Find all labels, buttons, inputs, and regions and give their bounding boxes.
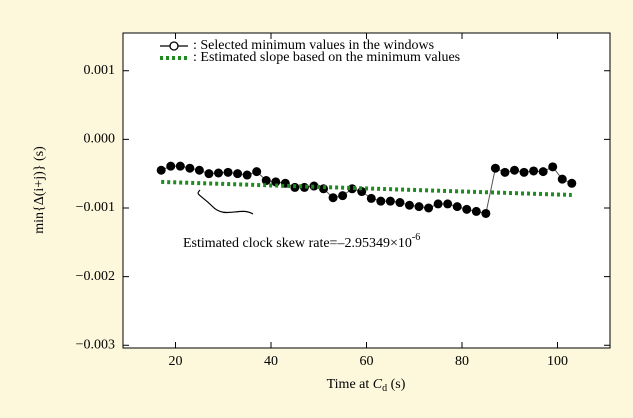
annotation: Estimated clock skew rate=–2.95349×10-6 <box>183 232 420 251</box>
data-point <box>395 198 405 208</box>
data-point <box>185 163 195 173</box>
x-label-text: Time at <box>327 377 370 392</box>
data-point <box>156 165 166 175</box>
data-point <box>204 169 214 179</box>
data-point <box>242 170 252 180</box>
annotation-pointer <box>197 189 254 215</box>
slope-line <box>161 179 572 197</box>
data-point <box>567 178 577 188</box>
data-point <box>557 174 567 184</box>
x-label-var: C <box>373 377 383 392</box>
data-point <box>443 199 453 209</box>
y-tick-label: −0.002 <box>76 269 115 284</box>
data-point <box>166 161 176 171</box>
x-label-unit: (s) <box>391 377 406 392</box>
data-point <box>233 169 243 179</box>
data-point <box>194 165 204 175</box>
data-point <box>404 200 414 210</box>
data-point <box>338 191 348 201</box>
data-point <box>223 167 233 177</box>
data-point <box>261 176 271 186</box>
data-point <box>452 202 462 212</box>
y-tick-label: −0.001 <box>76 200 115 215</box>
data-point <box>529 166 539 176</box>
data-point <box>252 167 262 177</box>
y-axis-label: min{Δ(i+j)} (s) <box>32 146 47 234</box>
data-point <box>328 193 338 203</box>
data-point <box>481 208 491 218</box>
data-point <box>376 196 386 206</box>
data-point <box>462 204 472 214</box>
legend-label: : Selected minimum values in the windows <box>193 38 434 53</box>
data-point <box>490 163 500 173</box>
y-tick-label: 0.000 <box>84 132 116 147</box>
data-point <box>366 193 376 203</box>
y-tick-label: −0.003 <box>76 337 115 352</box>
x-label-sub: d <box>382 383 387 394</box>
x-tick-label: 60 <box>360 354 374 369</box>
data-point <box>424 203 434 213</box>
data-point <box>500 167 510 177</box>
x-tick-label: 80 <box>455 354 469 369</box>
data-point <box>510 165 520 175</box>
x-tick-label: 20 <box>169 354 183 369</box>
x-tick-label: 100 <box>547 354 568 369</box>
data-point <box>471 206 481 216</box>
annotation-text: Estimated clock skew rate=–2.95349×10 <box>183 236 412 251</box>
x-tick-label: 40 <box>264 354 278 369</box>
plot-area <box>122 32 611 349</box>
x-axis-label: Time at Cd (s) <box>327 377 406 396</box>
data-point <box>538 167 548 177</box>
data-point <box>175 161 185 171</box>
legend-marker <box>169 41 179 51</box>
annotation-exponent: -6 <box>412 232 420 243</box>
data-point <box>433 199 443 209</box>
data-point <box>414 202 424 212</box>
legend-label: : Estimated slope based on the minimum v… <box>193 50 460 65</box>
data-point <box>385 196 395 206</box>
data-point <box>548 162 558 172</box>
data-point <box>213 168 223 178</box>
data-point <box>519 167 529 177</box>
y-tick-label: 0.001 <box>84 63 116 78</box>
